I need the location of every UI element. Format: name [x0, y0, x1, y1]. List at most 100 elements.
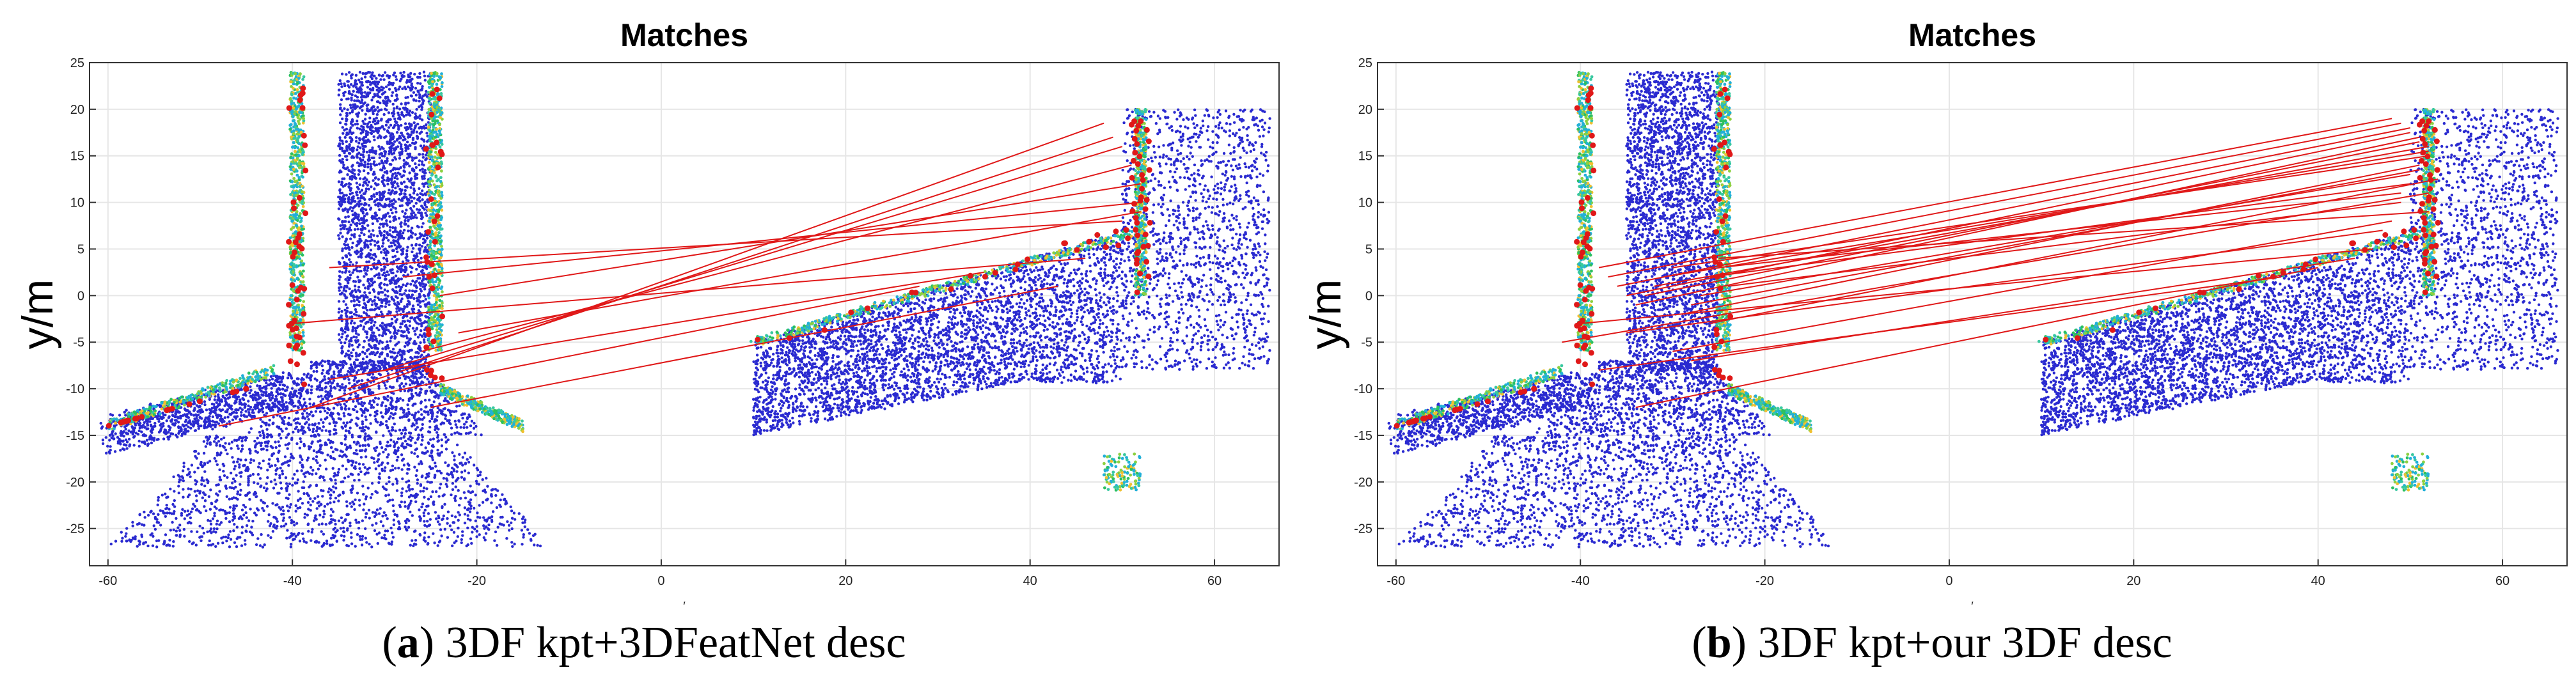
cloud-point [194, 543, 198, 547]
cloud-point [418, 196, 421, 199]
cloud-point [382, 78, 386, 81]
cloud-point [349, 446, 352, 449]
cloud-point [386, 323, 389, 327]
cloud-point [341, 397, 344, 401]
cloud-point [424, 446, 427, 449]
cloud-point [193, 471, 196, 474]
cloud-point [298, 422, 301, 426]
cloud-point [407, 299, 410, 303]
cloud-point [356, 161, 359, 164]
cloud-point [205, 509, 208, 513]
cloud-point [388, 88, 391, 91]
cloud-point [356, 358, 359, 361]
cloud-point [423, 239, 427, 242]
cloud-point [404, 144, 408, 147]
cloud-point [322, 533, 326, 536]
cloud-point [466, 416, 469, 419]
cloud-point [324, 467, 328, 471]
cloud-point [367, 180, 370, 183]
cloud-point [419, 387, 422, 391]
cloud-point [418, 462, 421, 465]
cloud-point [201, 496, 204, 499]
cloud-point [398, 505, 402, 508]
cloud-point [203, 484, 207, 488]
cloud-point [364, 306, 367, 310]
cloud-point [354, 366, 357, 369]
cloud-point [350, 290, 354, 293]
cloud-point [338, 196, 342, 199]
cloud-point [324, 443, 327, 446]
cloud-point [363, 275, 366, 278]
cloud-point [348, 343, 351, 346]
cloud-point [521, 517, 524, 520]
cloud-point [400, 356, 404, 359]
cloud-point [404, 382, 407, 385]
cloud-point [348, 382, 351, 385]
cloud-point [368, 208, 372, 211]
cloud-point [397, 267, 400, 270]
cloud-point [311, 440, 314, 444]
cloud-point [418, 199, 421, 203]
cloud-point [175, 529, 178, 533]
cloud-point [420, 373, 423, 376]
cloud-point [495, 543, 499, 547]
cloud-point [363, 291, 366, 294]
cloud-point [433, 541, 436, 545]
cloud-point [355, 313, 358, 317]
cloud-point [345, 306, 349, 309]
cloud-point [510, 510, 514, 513]
cloud-point [370, 77, 374, 81]
cloud-point [274, 440, 277, 444]
cloud-point [365, 150, 369, 154]
cloud-point [337, 93, 340, 97]
cloud-point [393, 337, 397, 340]
cloud-point [451, 451, 454, 455]
cloud-point [424, 200, 427, 203]
cloud-point [376, 403, 379, 407]
cloud-point [292, 405, 295, 408]
cloud-point [430, 451, 433, 455]
cloud-point [434, 396, 437, 399]
cloud-point [377, 481, 381, 484]
cloud-point [393, 180, 397, 183]
cloud-point [281, 469, 284, 472]
cloud-point [386, 529, 389, 533]
cloud-point [339, 527, 343, 530]
cloud-point [461, 530, 464, 533]
cloud-point [463, 506, 467, 510]
cloud-point [410, 199, 413, 203]
cloud-point [171, 545, 175, 548]
cloud-point [412, 197, 416, 200]
cloud-point [333, 424, 337, 428]
cloud-point [370, 335, 373, 339]
cloud-point [344, 385, 347, 388]
cloud-point [356, 127, 359, 130]
cloud-point [372, 399, 375, 402]
cloud-point [382, 222, 386, 226]
cloud-point [287, 463, 290, 467]
cloud-point [386, 394, 389, 398]
cloud-point [432, 437, 435, 440]
cloud-point [410, 244, 414, 247]
cloud-point [474, 494, 477, 497]
cloud-point [346, 334, 349, 338]
cloud-point [247, 467, 250, 471]
cloud-point [281, 506, 285, 509]
cloud-point [414, 411, 418, 415]
cloud-point [414, 448, 417, 451]
cloud-point [357, 173, 360, 176]
cloud-point [391, 249, 395, 253]
cloud-point [365, 336, 368, 339]
cloud-point [425, 389, 428, 393]
cloud-point [365, 495, 368, 499]
cloud-point [343, 200, 347, 204]
cloud-point [391, 159, 395, 162]
cloud-point [372, 105, 375, 108]
cloud-point [320, 371, 324, 375]
cloud-point [371, 222, 375, 226]
cloud-point [395, 400, 398, 403]
cloud-point [336, 412, 340, 415]
cloud-point [334, 496, 338, 500]
cloud-point [359, 368, 363, 371]
cloud-point [395, 286, 398, 289]
